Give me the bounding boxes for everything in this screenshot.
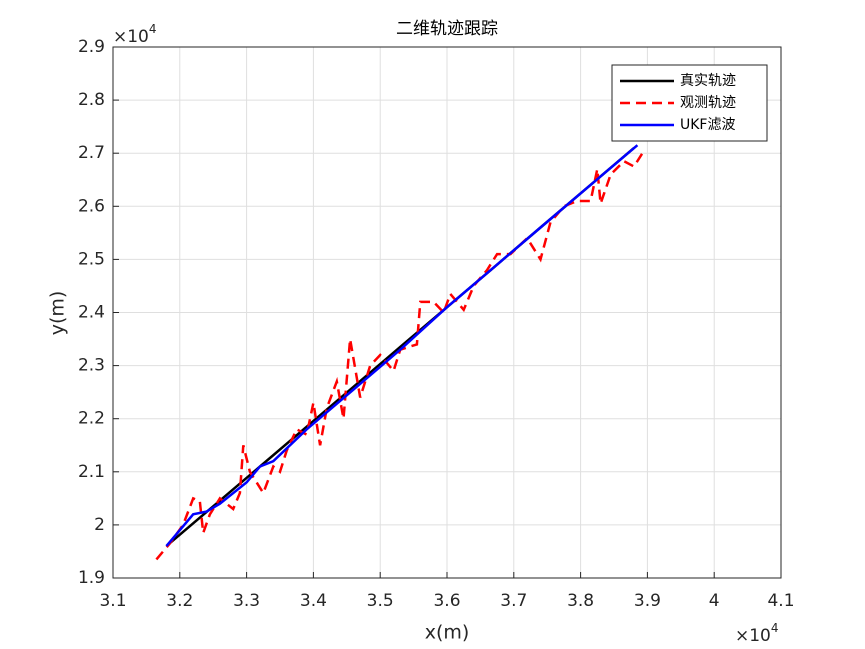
y-tick-label: 2.2 (78, 409, 105, 429)
legend-label: 真实轨迹 (680, 73, 736, 89)
x-tick-label: 3.6 (433, 591, 460, 611)
x-axis-label: x(m) (425, 622, 470, 644)
y-tick-label: 2.8 (78, 90, 105, 110)
y-tick-label: 2.1 (78, 462, 105, 482)
x-tick-label: 4.1 (767, 591, 794, 611)
y-exponent-base: ×10 (113, 27, 149, 47)
y-tick-label: 2.6 (78, 196, 105, 216)
x-tick-label: 3.7 (500, 591, 527, 611)
y-tick-label: 2.9 (78, 37, 105, 57)
y-tick-label: 2.5 (78, 249, 105, 269)
x-tick-label: 3.9 (634, 591, 661, 611)
x-tick-label: 3.1 (99, 591, 126, 611)
y-exponent: ×104 (113, 22, 157, 48)
y-tick-label: 2 (94, 515, 105, 535)
x-exponent-base: ×10 (735, 626, 771, 646)
x-exponent: ×104 (735, 621, 779, 647)
x-tick-label: 3.8 (567, 591, 594, 611)
legend-label: UKF滤波 (680, 117, 735, 133)
y-exponent-power: 4 (149, 22, 157, 36)
x-tick-label: 3.4 (300, 591, 327, 611)
x-exponent-power: 4 (771, 621, 779, 635)
x-tick-label: 3.3 (233, 591, 260, 611)
y-tick-label: 1.9 (78, 568, 105, 588)
y-tick-label: 2.4 (78, 303, 105, 323)
y-tick-label: 2.3 (78, 356, 105, 376)
y-tick-label: 2.7 (78, 143, 105, 163)
plot-frame (112, 46, 782, 579)
x-tick-label: 3.2 (166, 591, 193, 611)
y-axis-label: y(m) (47, 291, 69, 336)
legend-label: 观测轨迹 (680, 95, 736, 111)
chart-title: 二维轨迹跟踪 (396, 19, 498, 39)
data-line (165, 144, 639, 547)
x-tick-label: 4 (709, 591, 720, 611)
x-tick-label: 3.5 (367, 591, 394, 611)
